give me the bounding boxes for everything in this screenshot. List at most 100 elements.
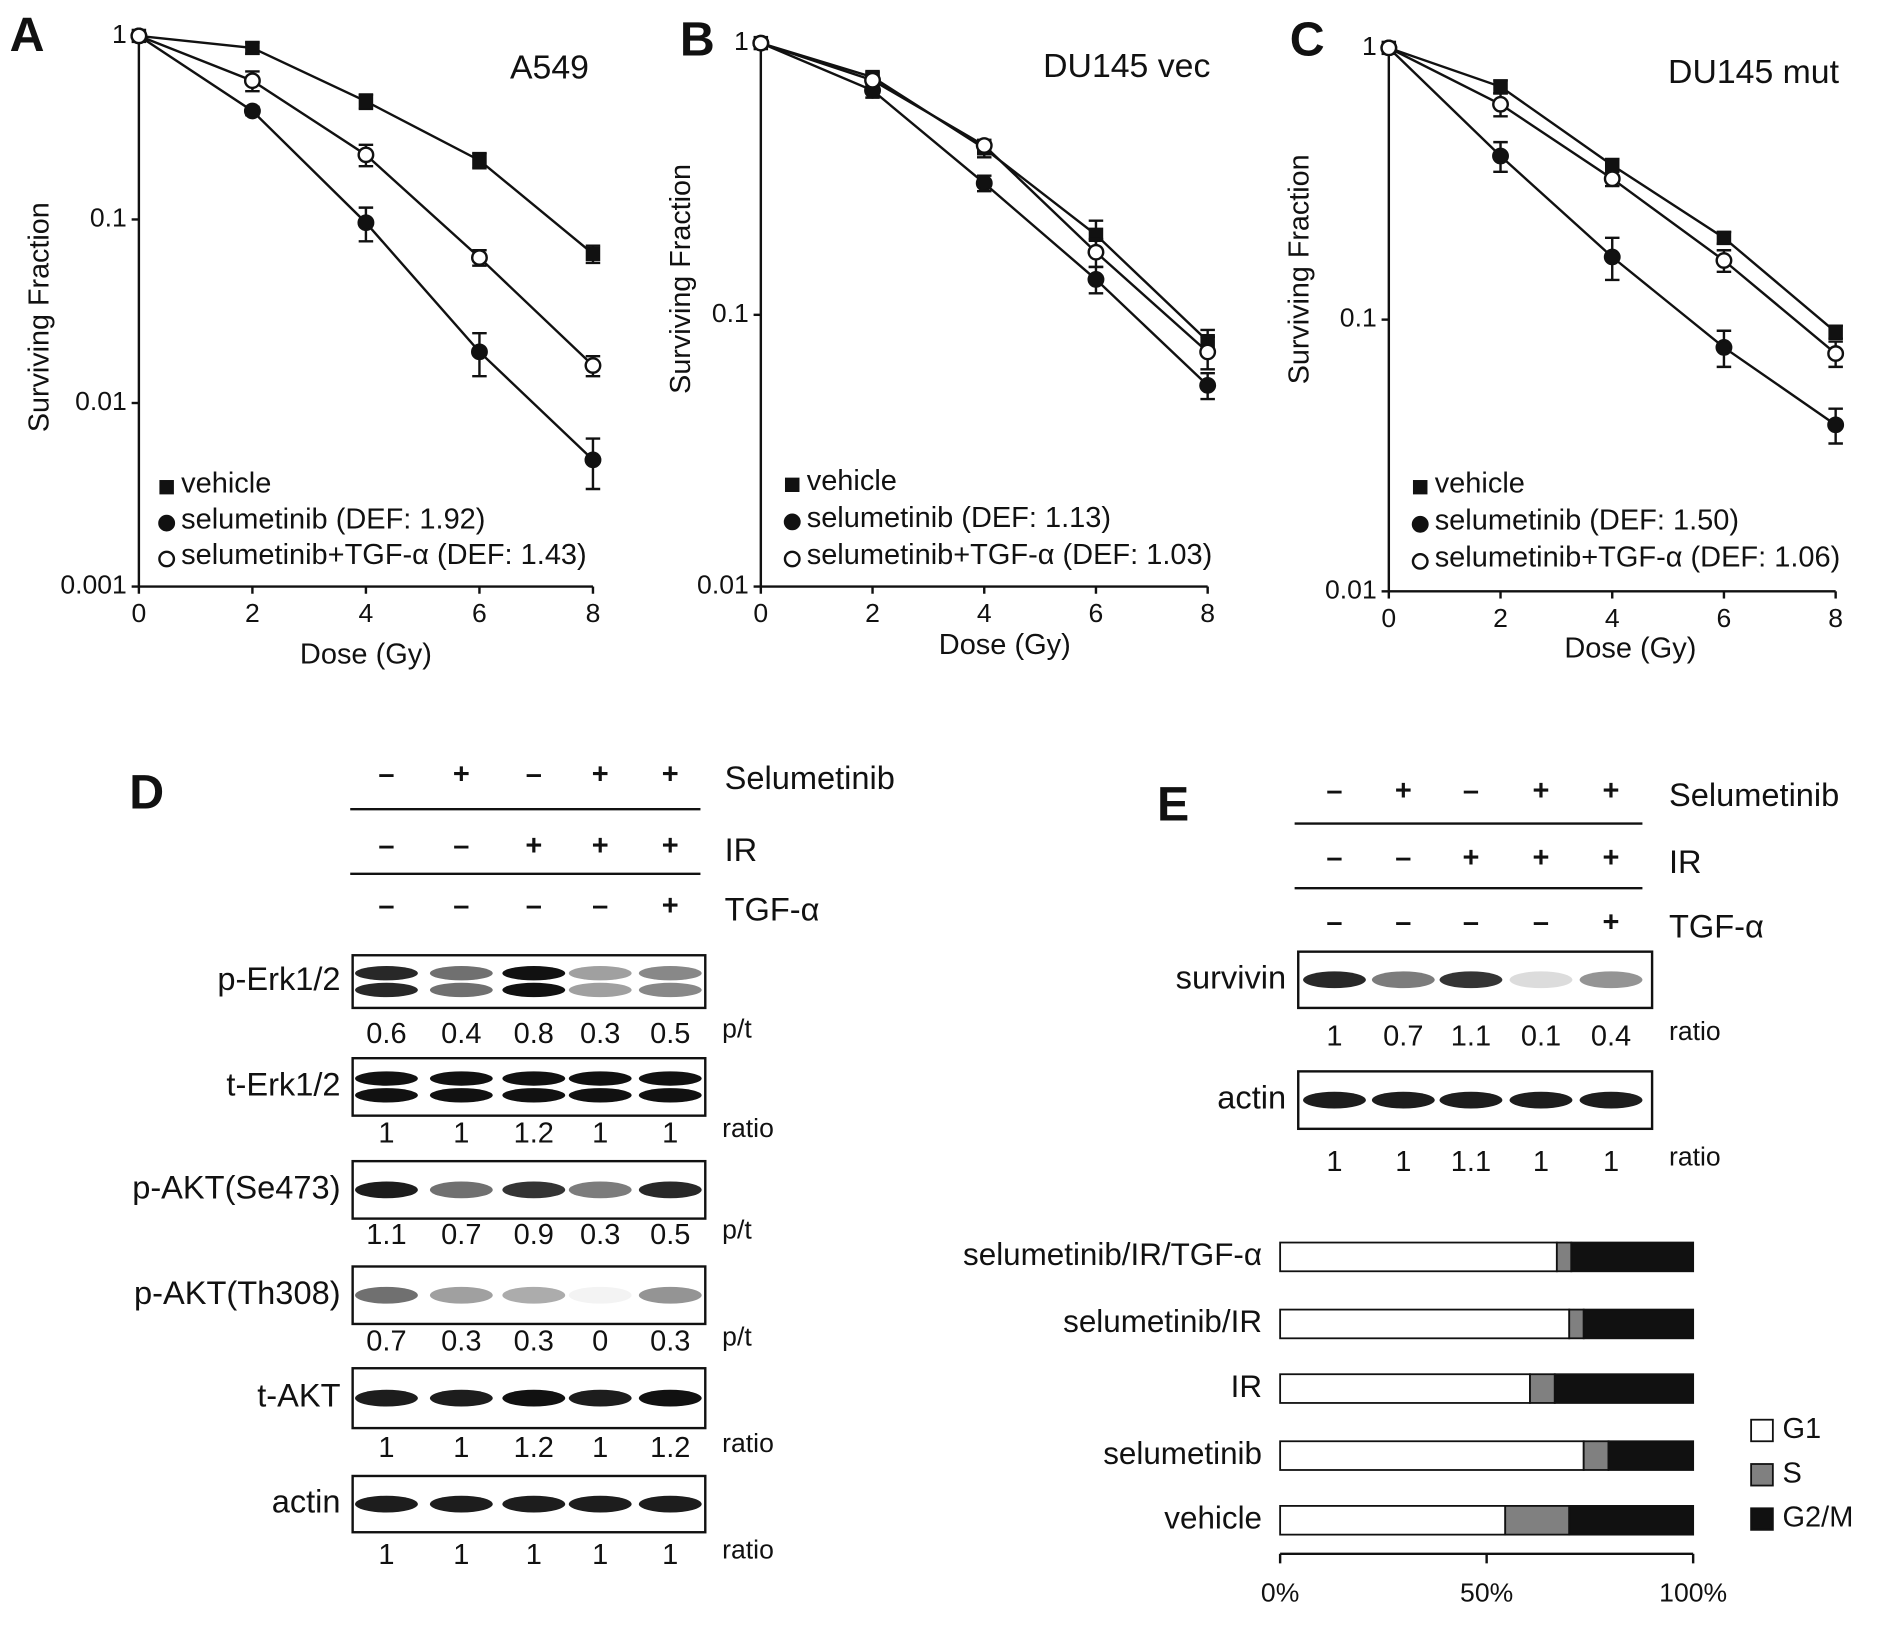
band: [355, 1495, 418, 1513]
marker: [1199, 343, 1217, 361]
series-line: [760, 41, 1209, 387]
legend-label: selumetinib+TGF-α (DEF: 1.43): [181, 539, 587, 571]
bar-segment: [1504, 1505, 1571, 1536]
blot-label: t-AKT: [257, 1378, 340, 1414]
x-axis-label: Dose (Gy): [300, 639, 432, 671]
band: [568, 982, 632, 998]
blot-label: actin: [272, 1484, 341, 1520]
panel-letter: D: [129, 766, 164, 820]
ratio: 0.9: [514, 1219, 554, 1251]
marker: [1492, 147, 1509, 165]
band: [355, 966, 418, 981]
band: [355, 982, 418, 998]
ratio: 0.5: [650, 1018, 690, 1050]
bar-segment: [1279, 1241, 1558, 1273]
band: [1509, 1091, 1573, 1109]
marker: [1411, 515, 1429, 533]
treatment-sign: –: [378, 890, 394, 922]
x-tick-label: 4: [359, 598, 374, 628]
treatment-sign: –: [1326, 907, 1342, 939]
treatment-sign: +: [1603, 842, 1620, 874]
marker: [1828, 324, 1843, 340]
ratio-unit: p/t: [722, 1321, 752, 1351]
band: [568, 1495, 632, 1513]
y-axis-label: Surviving Fraction: [665, 164, 697, 394]
x-tick-label: 4: [1605, 603, 1620, 633]
marker: [358, 94, 374, 109]
ratio: 0.4: [441, 1018, 481, 1050]
chart-title: DU145 mut: [1668, 54, 1840, 91]
band: [355, 1286, 418, 1304]
treatment-sign: –: [1533, 907, 1549, 939]
treatment-sign: –: [453, 890, 469, 922]
bar-segment: [1279, 1505, 1507, 1536]
band: [638, 1181, 702, 1199]
ratio-unit: ratio: [1669, 1016, 1721, 1046]
ratio: 1.1: [1451, 1021, 1491, 1053]
marker: [1603, 248, 1621, 266]
blot-label: actin: [1217, 1080, 1286, 1116]
treatment-sign: +: [592, 758, 609, 790]
ratio: 1.1: [366, 1219, 406, 1251]
marker: [245, 40, 260, 56]
treatment-sign: +: [1603, 775, 1620, 807]
band: [429, 1181, 493, 1199]
y-tick-label: 1: [1362, 31, 1377, 61]
marker: [470, 343, 488, 361]
marker: [357, 146, 375, 164]
legend-label: selumetinib (DEF: 1.50): [1435, 505, 1739, 537]
treatment-name: IR: [1669, 844, 1702, 880]
marker: [752, 34, 770, 52]
treatment-sign: –: [1326, 842, 1342, 874]
y-axis-label: Surviving Fraction: [1283, 154, 1315, 384]
marker: [584, 357, 602, 374]
y-tick-label: 1: [734, 26, 749, 56]
treatment-sign: +: [1462, 842, 1479, 874]
marker: [783, 550, 801, 568]
treatment-sign: +: [1395, 775, 1412, 807]
marker: [784, 477, 800, 492]
band: [429, 1071, 493, 1086]
marker: [472, 153, 487, 168]
ratio: 1.1: [1451, 1146, 1491, 1178]
blot-label: p-Erk1/2: [217, 961, 340, 997]
legend-label: selumetinib+TGF-α (DEF: 1.03): [807, 539, 1213, 571]
bar-segment: [1570, 1241, 1695, 1273]
bar-segment: [1607, 1440, 1695, 1471]
band: [502, 1495, 566, 1513]
marker: [584, 451, 602, 469]
category-label: vehicle: [1164, 1501, 1262, 1536]
marker: [243, 102, 261, 120]
marker: [975, 137, 993, 154]
marker: [1380, 39, 1398, 57]
marker: [585, 246, 601, 261]
treatment-sign: +: [1533, 775, 1550, 807]
ratio: 0.7: [441, 1219, 481, 1251]
marker: [864, 71, 881, 89]
chart-title: A549: [510, 49, 589, 86]
panel-letter: C: [1290, 13, 1325, 67]
band: [1579, 1091, 1643, 1109]
ratio: 1: [526, 1539, 542, 1571]
ratio-unit: ratio: [722, 1113, 774, 1143]
marker: [1715, 252, 1733, 269]
legend-label: vehicle: [181, 468, 271, 500]
ratio: 0.1: [1521, 1021, 1561, 1053]
bar-segment: [1279, 1308, 1571, 1340]
marker: [1087, 243, 1105, 261]
ratio-unit: p/t: [722, 1215, 752, 1245]
band: [638, 1071, 702, 1086]
band: [429, 1286, 493, 1304]
x-tick-label: 8: [586, 598, 601, 628]
treatment-sign: +: [1603, 907, 1620, 939]
treatment-sign: +: [662, 830, 679, 862]
marker: [243, 72, 261, 90]
marker: [357, 214, 375, 232]
ratio: 0.3: [514, 1326, 554, 1358]
band: [1303, 1091, 1366, 1109]
bar-segment: [1582, 1440, 1610, 1471]
series-line: [1387, 47, 1837, 426]
treatment-sign: –: [453, 830, 469, 862]
